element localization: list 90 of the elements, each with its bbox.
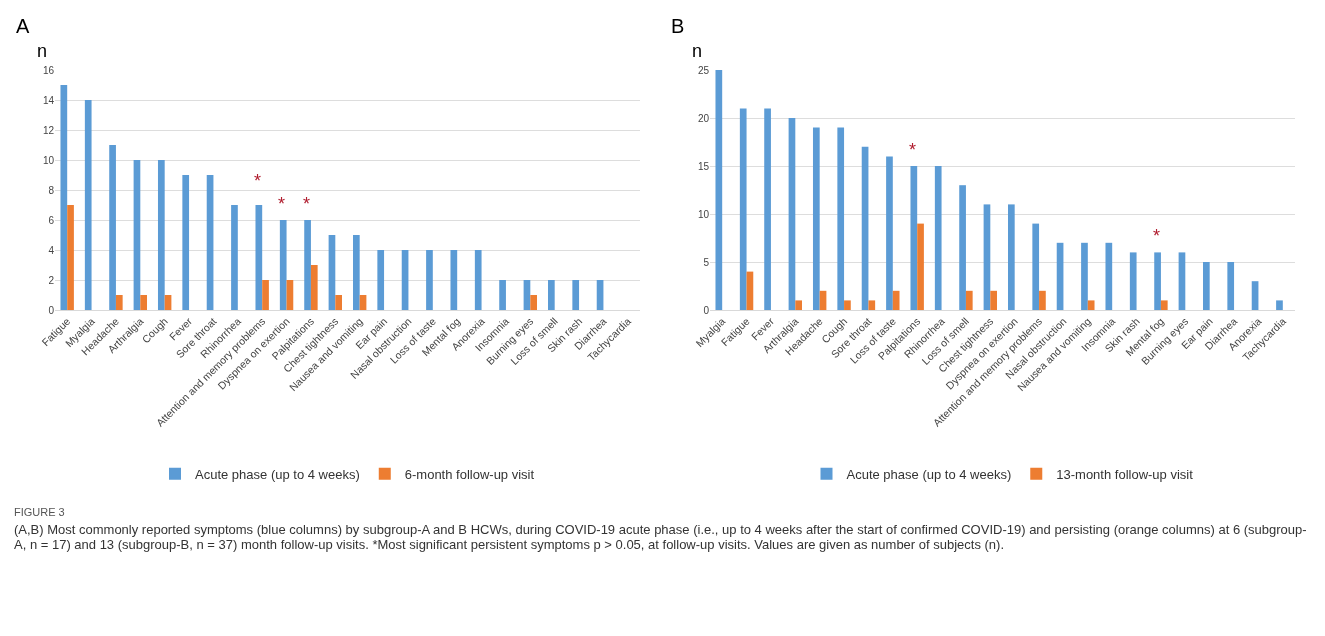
bar <box>1202 262 1210 310</box>
annotation: * <box>254 171 262 191</box>
bar <box>1007 204 1015 310</box>
bar <box>140 295 148 310</box>
bar <box>255 205 263 310</box>
bar <box>715 70 723 310</box>
annotation: * <box>1153 226 1161 246</box>
bar <box>115 295 123 310</box>
bar <box>812 127 820 310</box>
annotation: * <box>303 194 311 214</box>
y-tick-label: 0 <box>48 304 55 316</box>
bar <box>837 127 845 310</box>
bar <box>764 108 771 310</box>
bar <box>596 280 604 310</box>
bar <box>965 290 973 310</box>
bar <box>157 160 165 310</box>
bar <box>1105 242 1113 310</box>
bar <box>917 223 924 310</box>
bar <box>934 166 942 310</box>
legend-label: Acute phase (up to 4 weeks) <box>195 466 360 482</box>
bar <box>499 280 506 310</box>
bar <box>377 250 385 310</box>
bar <box>547 280 555 310</box>
y-tick-label: 10 <box>697 208 710 220</box>
y-tick-label: 2 <box>48 274 55 286</box>
bar <box>983 204 991 310</box>
bar <box>1039 290 1046 310</box>
bar <box>133 160 141 310</box>
bar <box>84 100 92 310</box>
bar <box>892 290 900 310</box>
bar <box>182 175 190 310</box>
bar <box>426 250 433 310</box>
caption: FIGURE 3 <box>14 506 66 518</box>
y-tick-label: 15 <box>697 160 710 172</box>
y-tick-label: 25 <box>697 64 710 76</box>
y-tick-label: 5 <box>703 256 710 268</box>
bar <box>1032 223 1040 310</box>
annotation: * <box>278 194 286 214</box>
y-axis-title: n <box>692 41 703 61</box>
y-tick-label: 14 <box>42 94 55 106</box>
y-tick-label: 20 <box>697 112 710 124</box>
chart-title: A <box>16 15 30 37</box>
bar <box>60 85 68 310</box>
legend-label: Acute phase (up to 4 weeks) <box>846 466 1012 482</box>
y-tick-label: 8 <box>48 184 55 196</box>
text: (A,B) Most commonly reported symptoms (blue columns) by subgroup-A and B HCWs, during COVID-19 acute phase (i.e., up to 4 weeks after the start of confirmed COVID-19) and persisting (orange columns) at 6 (subgroup-A, n = 17) and 13 (subgroup-B, n = 37) month follow-up visits. *Most significant persistent symptoms p > 0.05, at follow-up visits. Values are given as number of subjects (n). <box>14 522 1308 552</box>
y-tick-label: 12 <box>42 124 55 136</box>
bar <box>1154 252 1161 310</box>
chart-title: B <box>671 15 685 37</box>
y-tick-label: 4 <box>48 244 55 256</box>
bar <box>1276 300 1283 310</box>
bar <box>959 185 966 310</box>
bar <box>1251 281 1259 310</box>
bar <box>279 220 287 310</box>
bar <box>739 108 747 310</box>
bar <box>523 280 531 310</box>
bar <box>310 265 318 310</box>
bar <box>886 156 893 310</box>
y-tick-label: 6 <box>48 214 55 226</box>
bar <box>262 280 269 310</box>
legend-label: 13-month follow-up visit <box>1056 466 1194 482</box>
bar <box>335 295 343 310</box>
bar <box>231 205 238 310</box>
bar <box>530 295 538 310</box>
bar <box>352 235 360 310</box>
bar <box>868 300 876 310</box>
y-tick-label: 16 <box>42 64 55 76</box>
bar <box>788 118 796 310</box>
bar <box>474 250 482 310</box>
bar <box>1227 262 1235 310</box>
y-tick-label: 10 <box>42 154 55 166</box>
bar <box>304 220 311 310</box>
bar <box>844 300 851 310</box>
bar <box>1087 300 1095 310</box>
annotation: * <box>909 140 917 160</box>
bar <box>1081 242 1088 310</box>
legend-label: 6-month follow-up visit <box>404 466 535 482</box>
bar <box>795 300 803 310</box>
bar <box>572 280 580 310</box>
bar <box>109 145 116 310</box>
bar <box>286 280 294 310</box>
bar <box>67 205 74 310</box>
y-axis-title: n <box>37 41 48 61</box>
bar <box>990 290 998 310</box>
bar <box>1129 252 1137 310</box>
bar <box>1160 300 1168 310</box>
y-tick-label: 0 <box>703 304 710 316</box>
bar <box>1178 252 1186 310</box>
bar <box>450 250 458 310</box>
bar <box>910 166 918 310</box>
